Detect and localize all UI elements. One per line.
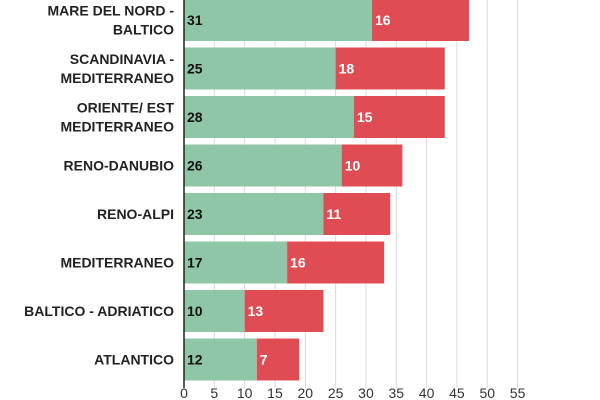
category-label: MARE DEL NORD -	[47, 3, 174, 19]
bar-series-1	[184, 338, 257, 381]
category-label: RENO-ALPI	[97, 206, 174, 222]
bar-series-2	[353, 96, 445, 138]
bar-value-label: 16	[290, 255, 306, 271]
labels: 0 5 10 15 20 25 30 35 40 45 50 55 31 16 MARE DEL NORD …	[24, 3, 525, 400]
bar-series-1	[184, 241, 288, 284]
bar-value-label: 25	[187, 61, 203, 77]
category-label: MEDITERRANEO	[60, 255, 174, 271]
bar-series-2	[287, 241, 385, 284]
x-tick-label: 0	[180, 385, 188, 400]
bar-value-label: 10	[345, 158, 361, 174]
x-tick-label: 30	[358, 385, 374, 400]
bar-series-2	[256, 338, 300, 381]
bar-series-2	[335, 47, 445, 90]
x-tick-label: 45	[449, 385, 465, 400]
bar-value-label: 11	[326, 206, 341, 222]
bar-value-label: 26	[187, 158, 203, 174]
bar-value-label: 13	[248, 303, 264, 319]
bar-series-2	[244, 290, 324, 332]
bar-series-1	[184, 193, 324, 235]
bar-value-label: 7	[260, 352, 268, 368]
bar-value-label: 15	[357, 109, 373, 125]
x-tick-label: 20	[298, 385, 314, 400]
x-tick-label: 10	[237, 385, 253, 400]
bar-value-label: 12	[187, 352, 203, 368]
bar-value-label: 23	[187, 206, 203, 222]
bar-series-1	[184, 144, 342, 187]
bar-value-label: 16	[375, 12, 391, 28]
bar-series-2	[341, 144, 403, 187]
bar-series-2	[323, 193, 391, 235]
bar-series-1	[184, 96, 354, 138]
x-tick-label: 55	[510, 385, 526, 400]
x-tick-label: 50	[479, 385, 495, 400]
x-tick-label: 25	[328, 385, 344, 400]
bar-value-label: 10	[187, 303, 203, 319]
bar-value-label: 28	[187, 109, 203, 125]
bar-series-1	[184, 290, 245, 332]
category-label: MEDITERRANEO	[60, 70, 174, 86]
bar-value-label: 31	[187, 12, 203, 28]
category-label: BALTICO - ADRIATICO	[24, 303, 174, 319]
bar-value-label: 18	[339, 61, 355, 77]
x-tick-label: 5	[210, 385, 218, 400]
category-label: RENO-DANUBIO	[64, 158, 175, 174]
x-tick-label: 35	[388, 385, 404, 400]
category-label: ORIENTE/ EST	[77, 100, 175, 116]
bar-series-2	[372, 0, 470, 41]
x-tick-label: 40	[419, 385, 435, 400]
category-label: MEDITERRANEO	[60, 119, 174, 135]
category-label: BALTICO	[113, 22, 174, 38]
category-label: SCANDINAVIA -	[70, 51, 175, 67]
bar-value-label: 17	[187, 255, 203, 271]
bar-series-1	[184, 0, 373, 41]
x-tick-label: 15	[267, 385, 283, 400]
category-label: ATLANTICO	[94, 352, 174, 368]
bars	[184, 0, 470, 381]
bar-series-1	[184, 47, 336, 90]
